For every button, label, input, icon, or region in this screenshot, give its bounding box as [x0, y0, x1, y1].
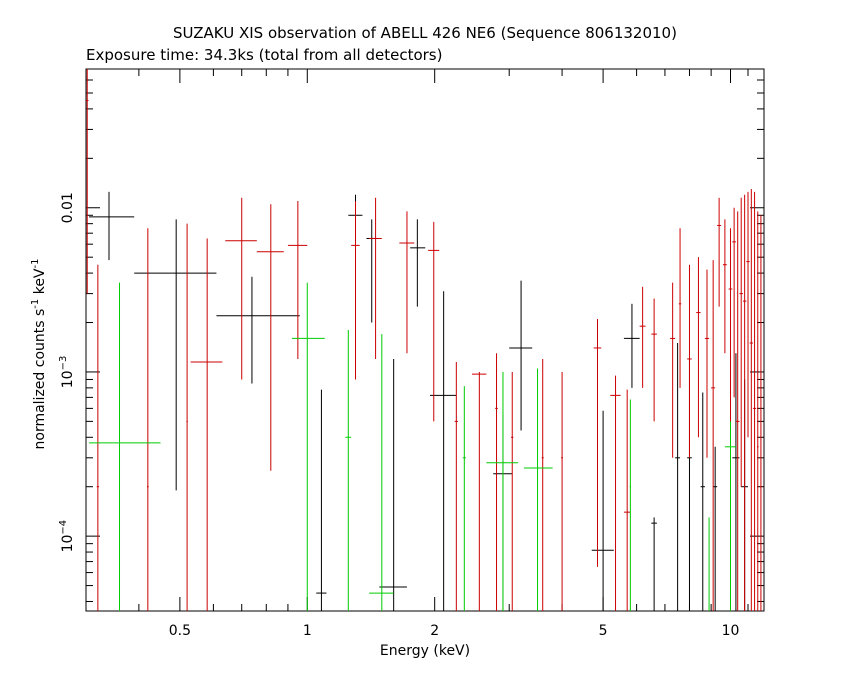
- y-axis-ticks: 10−4 10−3 0.01: [58, 68, 764, 602]
- series-2: [89, 282, 736, 611]
- y-tick-label: 10−4: [58, 520, 76, 553]
- data-point: [735, 211, 740, 611]
- data-point: [651, 517, 657, 611]
- data-point: [678, 228, 682, 388]
- data-point: [711, 260, 716, 611]
- data-point: [675, 343, 681, 611]
- data-point: [316, 389, 327, 611]
- data-point: [399, 211, 415, 354]
- data-point: [462, 386, 466, 611]
- data-point: [379, 358, 407, 611]
- x-tick-label: 2: [430, 623, 439, 639]
- data-point: [696, 257, 701, 438]
- x-tick-label: 5: [599, 623, 608, 639]
- data-point: [89, 191, 135, 261]
- data-point: [561, 371, 563, 611]
- data-point: [86, 69, 89, 294]
- data-point: [430, 291, 457, 611]
- data-point: [639, 286, 646, 388]
- x-tick-label: 10: [722, 623, 740, 639]
- y-tick-label: 10−3: [58, 356, 76, 389]
- data-point: [687, 264, 692, 458]
- series-0: [89, 191, 749, 611]
- data-point: [610, 375, 621, 611]
- x-tick-label: 0.5: [169, 623, 191, 639]
- y-axis-label-part-1: normalized counts s: [32, 309, 48, 450]
- data-point: [369, 197, 382, 359]
- plot-frame: [85, 68, 765, 612]
- data-point: [541, 358, 544, 611]
- data-point: [670, 282, 676, 458]
- data-point: [291, 282, 325, 611]
- data-point: [369, 334, 394, 611]
- data-point: [486, 371, 519, 611]
- data-point: [89, 282, 161, 611]
- data-series-layer: [86, 69, 762, 611]
- data-point: [216, 276, 300, 384]
- data-point: [756, 211, 759, 611]
- chart-subtitle: Exposure time: 34.3ks (total from all de…: [86, 46, 442, 64]
- data-point: [146, 228, 149, 611]
- data-point: [749, 189, 753, 611]
- y-tick-label: 0.01: [60, 192, 76, 223]
- series-1: [86, 69, 762, 611]
- data-point: [722, 219, 727, 354]
- data-point: [732, 353, 740, 611]
- data-point: [708, 517, 710, 611]
- y-axis-label-part-2: keV: [32, 268, 48, 299]
- data-point: [739, 197, 743, 487]
- data-point: [287, 200, 308, 359]
- data-point: [728, 228, 733, 438]
- data-point: [428, 221, 440, 422]
- data-point: [410, 219, 426, 307]
- data-point: [186, 223, 188, 611]
- data-point: [623, 389, 631, 611]
- y-axis-label: normalized counts s-1 keV-1: [30, 259, 48, 450]
- data-point: [190, 238, 223, 611]
- data-point: [752, 191, 757, 611]
- data-point: [651, 298, 657, 422]
- data-point: [134, 219, 217, 491]
- chart-title: SUZAKU XIS observation of ABELL 426 NE6 …: [173, 24, 677, 42]
- data-point: [724, 421, 736, 611]
- data-point: [591, 410, 614, 611]
- data-point: [732, 207, 736, 398]
- y-axis-label-exp-1: -1: [30, 299, 41, 309]
- data-point: [760, 215, 762, 611]
- data-point: [742, 194, 747, 611]
- x-axis-ticks: 0.5 1 2 5 10: [85, 69, 765, 639]
- y-axis-label-exp-2: -1: [30, 259, 41, 269]
- data-point: [345, 330, 352, 611]
- data-point: [471, 371, 487, 611]
- data-point: [629, 399, 632, 611]
- data-point: [713, 446, 718, 611]
- data-point: [454, 361, 458, 611]
- data-point: [509, 280, 533, 431]
- data-point: [495, 353, 498, 611]
- data-point: [96, 264, 100, 611]
- data-point: [351, 200, 360, 380]
- data-point: [746, 191, 750, 438]
- x-axis-label: Energy (keV): [380, 643, 470, 659]
- x-tick-label: 1: [303, 623, 312, 639]
- data-point: [511, 371, 514, 611]
- data-point: [623, 303, 640, 388]
- data-point: [225, 197, 257, 380]
- data-point: [704, 269, 710, 458]
- data-point: [593, 319, 602, 567]
- data-point: [523, 368, 553, 611]
- data-point: [256, 204, 284, 471]
- data-point: [717, 197, 722, 307]
- data-point: [700, 392, 705, 611]
